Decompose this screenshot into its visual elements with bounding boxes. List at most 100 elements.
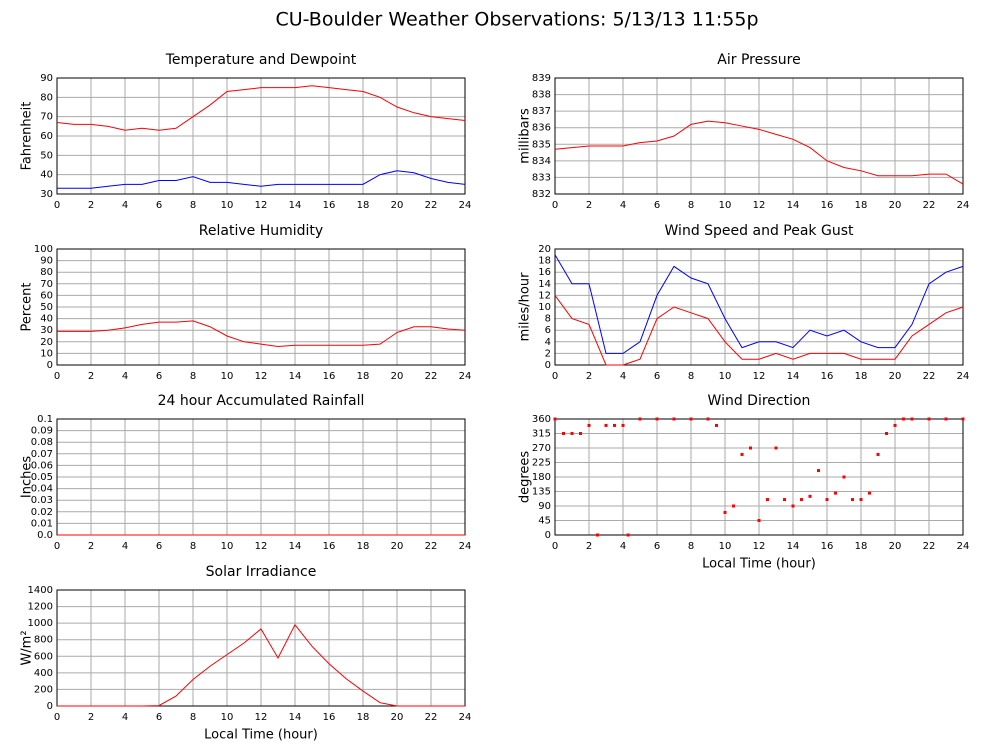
y-tick-label: 0.09 — [31, 426, 53, 437]
x-tick-label: 2 — [88, 541, 94, 552]
y-tick-label: 50 — [40, 150, 53, 161]
scatter-point — [587, 423, 591, 427]
scatter-point — [723, 510, 727, 514]
x-tick-label: 22 — [923, 371, 936, 382]
scatter-point — [732, 504, 735, 508]
y-tick-label: 400 — [34, 668, 53, 679]
y-axis-label: millibars — [518, 108, 533, 164]
y-tick-label: 0 — [545, 360, 551, 371]
x-tick-label: 24 — [459, 200, 472, 211]
scatter-point — [783, 498, 786, 502]
y-tick-label: 0.08 — [31, 437, 53, 448]
y-tick-label: 4 — [545, 337, 551, 348]
y-tick-label: 90 — [40, 73, 53, 84]
y-tick-label: 835 — [532, 139, 551, 150]
y-tick-label: 70 — [40, 112, 53, 123]
scatter-point — [834, 491, 837, 495]
y-tick-label: 18 — [538, 256, 551, 267]
y-tick-label: 0.1 — [37, 414, 53, 425]
scatter-point — [689, 417, 693, 421]
x-tick-label: 22 — [425, 200, 438, 211]
x-tick-label: 16 — [821, 541, 834, 552]
x-tick-label: 14 — [787, 541, 800, 552]
y-tick-label: 6 — [545, 325, 551, 336]
y-tick-label: 200 — [34, 684, 53, 695]
y-tick-label: 80 — [40, 267, 53, 278]
scatter-point — [902, 417, 905, 421]
x-tick-label: 6 — [654, 200, 660, 211]
x-tick-label: 0 — [552, 371, 558, 382]
x-tick-label: 18 — [357, 541, 370, 552]
y-tick-label: 90 — [40, 256, 53, 267]
x-tick-label: 10 — [719, 200, 732, 211]
x-tick-label: 18 — [855, 371, 868, 382]
x-tick-label: 2 — [88, 371, 94, 382]
x-tick-label: 10 — [719, 541, 732, 552]
x-tick-label: 12 — [255, 541, 268, 552]
x-tick-label: 12 — [753, 200, 766, 211]
y-tick-label: 45 — [538, 516, 551, 527]
x-tick-label: 24 — [957, 200, 970, 211]
scatter-point — [715, 423, 718, 427]
x-tick-label: 24 — [957, 541, 970, 552]
x-tick-label: 14 — [289, 712, 302, 723]
x-tick-label: 18 — [357, 712, 370, 723]
x-tick-label: 20 — [391, 371, 404, 382]
x-tick-label: 14 — [289, 371, 302, 382]
y-tick-label: 0.06 — [31, 460, 53, 471]
x-axis-label: Local Time (hour) — [702, 557, 816, 572]
y-tick-label: 30 — [40, 325, 53, 336]
scatter-point — [570, 432, 574, 435]
series-line — [56, 85, 466, 131]
x-tick-label: 10 — [221, 371, 234, 382]
y-tick-label: 0.03 — [31, 495, 53, 506]
y-tick-label: 20 — [538, 244, 551, 255]
chart-title: Air Pressure — [717, 52, 800, 68]
scatter-point — [961, 417, 965, 421]
x-tick-label: 10 — [221, 541, 234, 552]
y-axis-label: Inches — [20, 456, 35, 498]
scatter-point — [766, 498, 769, 502]
x-tick-label: 16 — [323, 541, 336, 552]
x-tick-label: 18 — [855, 541, 868, 552]
y-tick-label: 0.02 — [31, 507, 53, 518]
scatter-point — [774, 446, 778, 450]
y-tick-label: 10 — [40, 348, 53, 359]
x-tick-label: 16 — [323, 200, 336, 211]
x-tick-label: 4 — [620, 200, 626, 211]
y-axis-label: W/m² — [20, 630, 35, 665]
x-tick-label: 12 — [255, 712, 268, 723]
scatter-point — [927, 417, 931, 421]
scatter-point — [596, 533, 599, 537]
chart-title: 24 hour Accumulated Rainfall — [158, 393, 365, 409]
y-tick-label: 1000 — [28, 618, 53, 629]
scatter-point — [808, 494, 812, 498]
y-tick-label: 838 — [532, 90, 551, 101]
scatter-point — [613, 423, 616, 427]
scatter-point — [825, 498, 829, 502]
x-tick-label: 10 — [221, 712, 234, 723]
y-tick-label: 135 — [532, 487, 551, 498]
y-tick-label: 0.07 — [31, 449, 53, 460]
x-tick-label: 6 — [156, 200, 162, 211]
series-line — [57, 320, 466, 347]
y-tick-label: 270 — [532, 443, 551, 454]
scatter-point — [910, 417, 914, 421]
y-tick-label: 800 — [34, 635, 53, 646]
x-tick-label: 12 — [753, 371, 766, 382]
chart-title: Wind Speed and Peak Gust — [665, 223, 854, 239]
x-tick-label: 8 — [190, 200, 196, 211]
x-tick-label: 2 — [586, 200, 592, 211]
x-tick-label: 16 — [821, 200, 834, 211]
x-tick-label: 4 — [122, 541, 128, 552]
x-tick-label: 0 — [54, 541, 60, 552]
x-tick-label: 18 — [855, 200, 868, 211]
y-tick-label: 0.05 — [31, 472, 53, 483]
y-tick-label: 837 — [532, 106, 551, 117]
x-tick-label: 6 — [156, 541, 162, 552]
y-axis-label: degrees — [518, 451, 533, 504]
scatter-point — [604, 423, 608, 427]
chart-title: Temperature and Dewpoint — [165, 52, 357, 68]
y-tick-label: 14 — [538, 279, 551, 290]
